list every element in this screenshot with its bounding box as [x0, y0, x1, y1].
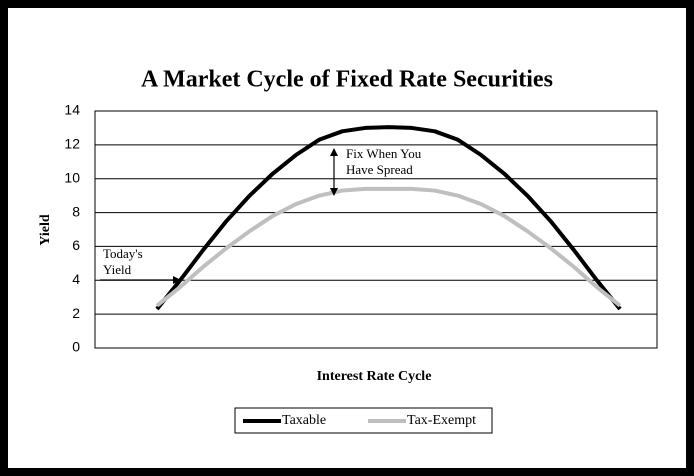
annotation-text: Fix When You — [346, 146, 422, 161]
y-tick-label: 2 — [72, 305, 80, 321]
y-tick-label: 10 — [64, 169, 80, 185]
series-line — [155, 125, 622, 311]
x-axis-label: Interest Rate Cycle — [317, 369, 432, 384]
y-tick-label: 14 — [64, 102, 80, 118]
y-tick-label: 4 — [72, 271, 80, 287]
chart-title: A Market Cycle of Fixed Rate Securities — [141, 67, 553, 93]
annotation-text: Today's — [103, 246, 143, 261]
legend-label: Tax-Exempt — [407, 413, 476, 428]
y-tick-label: 0 — [72, 339, 80, 355]
y-tick-label: 6 — [72, 237, 80, 253]
series-line — [155, 186, 622, 308]
annotation-text: Yield — [103, 262, 132, 277]
annotation-text: Have Spread — [346, 162, 413, 177]
y-tick-label: 12 — [64, 136, 80, 152]
legend-label: Taxable — [282, 413, 326, 428]
y-axis-label: Yield — [38, 214, 53, 246]
y-tick-label: 8 — [72, 203, 80, 219]
